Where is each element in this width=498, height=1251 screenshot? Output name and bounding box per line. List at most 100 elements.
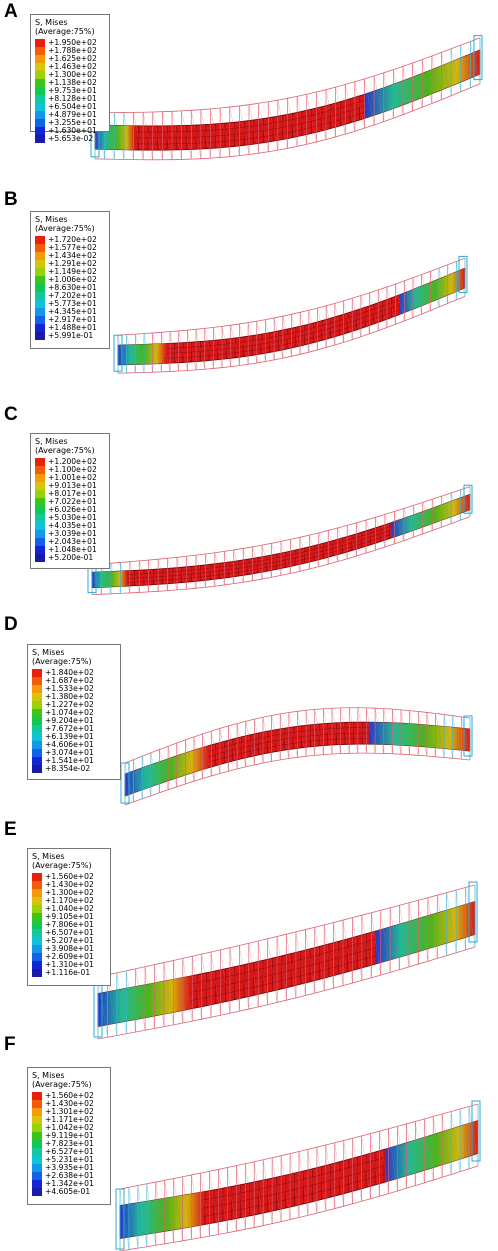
- legend-value: +8.128e+01: [48, 94, 97, 103]
- legend-value: +8.354e-02: [45, 764, 91, 773]
- legend-swatch: [35, 308, 45, 316]
- low-stress-zone: [125, 745, 209, 796]
- legend-swatch: [32, 1132, 42, 1140]
- legend-value: +2.917e+01: [48, 315, 97, 324]
- legend-swatch: [32, 677, 42, 685]
- legend-value: +5.030e+01: [48, 513, 97, 522]
- legend-value: +6.507e+01: [45, 928, 94, 937]
- low-stress-zone: [92, 570, 128, 588]
- legend-value: +3.074e+01: [45, 748, 94, 757]
- legend-subtitle: (Average:75%): [32, 861, 92, 870]
- legend-swatch: [32, 873, 42, 881]
- panel-c: C S, Mises (Average:75%) +1.200e+02 +1.100e…: [0, 0, 498, 620]
- legend-value: +7.672e+01: [45, 724, 94, 733]
- stress-legend: S, Mises (Average:75%) +1.200e+02 +1.100e+0…: [30, 433, 110, 569]
- legend-value: +9.105e+01: [45, 912, 94, 921]
- wireframe-outline: [91, 486, 471, 595]
- stress-legend: S, Mises (Average:75%) +1.560e+02 +1.430e+0…: [27, 1067, 111, 1205]
- legend-swatch: [35, 252, 45, 260]
- legend-value: +7.806e+01: [45, 920, 94, 929]
- legend-swatch: [35, 244, 45, 252]
- legend-title: S, Mises: [35, 437, 68, 446]
- low-stress-zone: [399, 268, 465, 315]
- wireframe-outline: [119, 1103, 479, 1251]
- support-end-left: [115, 1188, 125, 1250]
- legend-swatch: [35, 506, 45, 514]
- legend-swatch: [35, 87, 45, 95]
- wireframe-outline: [124, 707, 471, 806]
- legend-value: +1.001e+02: [48, 473, 97, 482]
- legend-value: +1.006e+02: [48, 275, 97, 284]
- legend-swatch: [32, 717, 42, 725]
- legend-swatch: [32, 725, 42, 733]
- legend-swatch: [32, 1092, 42, 1100]
- legend-value: +1.200e+02: [48, 457, 97, 466]
- legend-value: +1.533e+02: [45, 684, 94, 693]
- legend-subtitle: (Average:75%): [35, 224, 95, 233]
- legend-swatch: [35, 490, 45, 498]
- panel-d: D S, Mises (Average:75%) +1.840e+02 +1.687e…: [4, 615, 473, 806]
- legend-swatch: [35, 482, 45, 490]
- legend-swatch: [32, 709, 42, 717]
- legend-swatch: [32, 937, 42, 945]
- panel-a: A S, Mises (Average:75%) +1.950e+02 +1.788e…: [0, 0, 498, 200]
- legend-swatch: [32, 685, 42, 693]
- deformed-beam-plot: [87, 484, 473, 595]
- wireframe-outline: [117, 257, 466, 374]
- legend-value: +4.879e+01: [48, 110, 97, 119]
- legend-swatch: [35, 474, 45, 482]
- panel-letter: C: [4, 404, 18, 425]
- panel-b: B S, Mises (Average:75%) +1.720e+02 +1.577e…: [0, 0, 498, 420]
- legend-swatch: [35, 47, 45, 55]
- legend-value: +7.202e+01: [48, 291, 97, 300]
- legend-swatch: [35, 530, 45, 538]
- deformed-beam-plot: [113, 255, 468, 374]
- support-end-right: [463, 484, 473, 514]
- legend-value: +1.430e+02: [45, 1099, 94, 1108]
- legend-value: +1.227e+02: [45, 700, 94, 709]
- legend-swatch: [35, 292, 45, 300]
- legend-swatch: [35, 554, 45, 562]
- legend-swatch: [32, 889, 42, 897]
- legend-value: +2.609e+01: [45, 952, 94, 961]
- legend-swatch: [35, 546, 45, 554]
- legend-value: +4.345e+01: [48, 307, 97, 316]
- panel-letter: B: [4, 189, 18, 210]
- legend-swatch: [32, 749, 42, 757]
- legend-value: +1.541e+01: [45, 756, 94, 765]
- legend-value: +4.035e+01: [48, 521, 97, 530]
- legend-value: +9.119e+01: [45, 1131, 94, 1140]
- legend-value: +1.560e+02: [45, 872, 94, 881]
- support-end-right: [468, 881, 478, 943]
- legend-swatch: [35, 260, 45, 268]
- deformed-beam-plot: [90, 35, 483, 161]
- legend-swatch: [35, 284, 45, 292]
- legend-swatch: [32, 897, 42, 905]
- legend-swatch: [32, 669, 42, 677]
- legend-swatch: [32, 1156, 42, 1164]
- legend-swatch: [35, 127, 45, 135]
- legend-value: +1.380e+02: [45, 692, 94, 701]
- legend-value: +1.300e+02: [45, 888, 94, 897]
- legend-value: +8.630e+01: [48, 283, 97, 292]
- legend-swatch: [35, 135, 45, 143]
- support-end-left: [113, 334, 123, 372]
- legend-value: +2.638e+01: [45, 1171, 94, 1180]
- legend-value: +1.300e+02: [48, 70, 97, 79]
- stress-legend: S, Mises (Average:75%) +1.560e+02 +1.430e+0…: [27, 848, 111, 986]
- legend-swatch: [35, 498, 45, 506]
- legend-swatch: [32, 1180, 42, 1188]
- low-stress-zone: [376, 901, 475, 964]
- legend-title: S, Mises: [35, 18, 68, 27]
- support-end-right: [473, 35, 483, 81]
- legend-swatch: [35, 119, 45, 127]
- legend-swatch: [32, 693, 42, 701]
- legend-swatch: [35, 522, 45, 530]
- legend-swatch: [35, 79, 45, 87]
- legend-value: +6.139e+01: [45, 732, 94, 741]
- legend-title: S, Mises: [32, 1071, 65, 1080]
- legend-value: +1.788e+02: [48, 46, 97, 55]
- legend-value: +2.043e+01: [48, 537, 97, 546]
- legend-swatch: [32, 921, 42, 929]
